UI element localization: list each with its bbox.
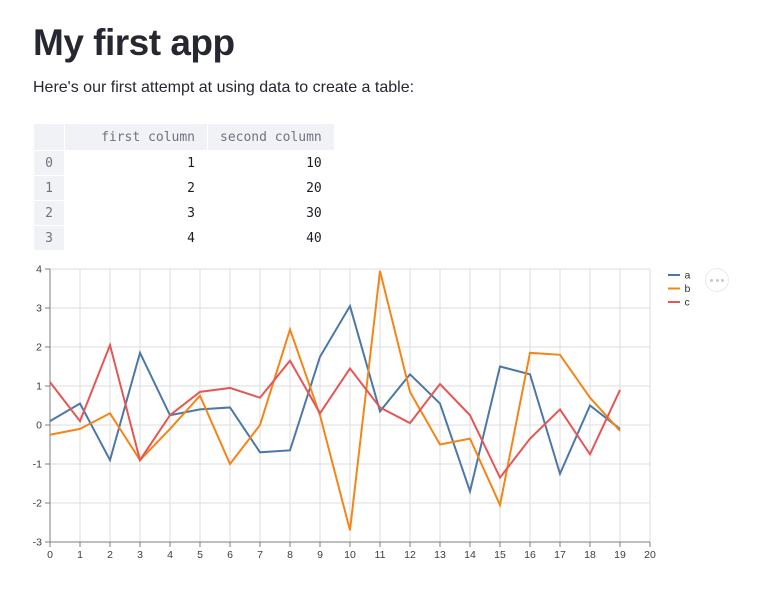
table-cell: 2 — [64, 175, 208, 201]
table-cell: 10 — [207, 150, 335, 176]
data-table: first column second column 0 1 10 1 2 20 2 3 30 3 4 4… — [33, 123, 335, 251]
y-tick-label: 2 — [36, 342, 42, 354]
x-tick-label: 7 — [257, 549, 263, 561]
ellipsis-icon — [721, 278, 724, 282]
y-tick-label: -3 — [33, 537, 42, 549]
table-cell: 4 — [64, 225, 208, 251]
line-chart-container: -3 -2 -1 0 1 2 3 4 0 1 2 3 4 5 6 7 8 9 10 11 12 13 14 15 16 17 18 1… — [0, 258, 758, 588]
x-tick-label: 2 — [107, 549, 113, 561]
x-tick-label: 16 — [524, 549, 536, 561]
column-header: first column — [64, 123, 208, 151]
dataframe: first column second column 0 1 10 1 2 20 2 3 30 3 4 4… — [33, 123, 335, 251]
x-tick-label: 19 — [614, 549, 626, 561]
x-tick-label: 9 — [317, 549, 323, 561]
y-tick-label: -2 — [33, 498, 42, 510]
x-tick-label: 18 — [584, 549, 596, 561]
ellipsis-icon — [710, 278, 713, 282]
table-row: 1 2 20 — [33, 175, 335, 201]
y-tick-label: 4 — [36, 264, 42, 276]
x-tick-label: 11 — [375, 549, 386, 561]
table-cell: 1 — [64, 150, 208, 176]
series-line-b — [49, 270, 621, 531]
series-line-c — [49, 341, 621, 480]
table-header-row: first column second column — [33, 123, 335, 151]
y-tick-label: 0 — [36, 420, 42, 432]
x-tick-label: 10 — [344, 549, 356, 561]
table-cell: 3 — [64, 200, 208, 226]
x-tick-label: 17 — [554, 549, 566, 561]
y-tick-label: 3 — [36, 303, 42, 315]
legend-label-a: a — [685, 270, 691, 282]
page-title: My first app — [33, 22, 235, 63]
table-row: 0 1 10 — [33, 150, 335, 176]
x-tick-label: 1 — [77, 549, 83, 561]
x-tick-label: 12 — [404, 549, 416, 561]
series-line-a — [49, 303, 621, 495]
y-tick-label: -1 — [33, 459, 42, 471]
legend-label-c: c — [685, 297, 690, 309]
column-header: second column — [207, 123, 335, 151]
x-tick-label: 14 — [464, 549, 476, 561]
chart-actions-menu-button[interactable] — [705, 268, 729, 292]
ellipsis-icon — [715, 278, 719, 282]
y-tick-label: 1 — [36, 381, 42, 393]
x-tick-label: 20 — [644, 549, 656, 561]
x-tick-label: 0 — [47, 549, 53, 561]
table-cell: 40 — [207, 225, 335, 251]
row-index: 2 — [33, 200, 65, 226]
x-tick-label: 8 — [287, 549, 293, 561]
table-row: 2 3 30 — [33, 200, 335, 226]
row-index: 1 — [33, 175, 65, 201]
intro-text: Here's our first attempt at using data t… — [33, 79, 415, 96]
legend-label-b: b — [685, 283, 691, 295]
x-tick-label: 6 — [227, 549, 233, 561]
table-row: 3 4 40 — [33, 225, 335, 251]
x-tick-label: 4 — [167, 549, 173, 561]
x-tick-label: 3 — [137, 549, 143, 561]
x-tick-label: 15 — [494, 549, 506, 561]
x-tick-label: 5 — [197, 549, 203, 561]
table-cell: 30 — [207, 200, 335, 226]
table-cell: 20 — [207, 175, 335, 201]
x-tick-label: 13 — [434, 549, 446, 561]
row-index: 3 — [33, 225, 65, 251]
row-index: 0 — [33, 150, 65, 176]
table-corner-cell — [33, 123, 65, 151]
